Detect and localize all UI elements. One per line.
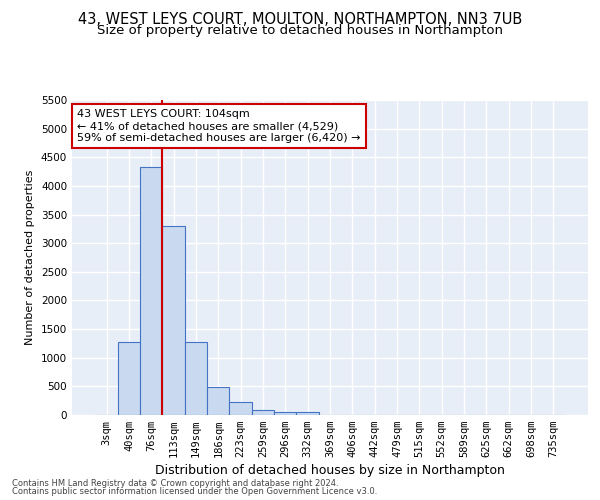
Bar	[274, 412, 296, 415]
Bar	[296, 412, 319, 415]
Text: Contains public sector information licensed under the Open Government Licence v3: Contains public sector information licen…	[12, 487, 377, 496]
Text: Contains HM Land Registry data © Crown copyright and database right 2024.: Contains HM Land Registry data © Crown c…	[12, 478, 338, 488]
X-axis label: Distribution of detached houses by size in Northampton: Distribution of detached houses by size …	[155, 464, 505, 477]
Text: 43 WEST LEYS COURT: 104sqm
← 41% of detached houses are smaller (4,529)
59% of s: 43 WEST LEYS COURT: 104sqm ← 41% of deta…	[77, 110, 361, 142]
Text: Size of property relative to detached houses in Northampton: Size of property relative to detached ho…	[97, 24, 503, 37]
Bar	[229, 402, 252, 415]
Bar	[185, 342, 207, 415]
Bar	[252, 410, 274, 415]
Bar	[118, 342, 140, 415]
Y-axis label: Number of detached properties: Number of detached properties	[25, 170, 35, 345]
Text: 43, WEST LEYS COURT, MOULTON, NORTHAMPTON, NN3 7UB: 43, WEST LEYS COURT, MOULTON, NORTHAMPTO…	[78, 12, 522, 28]
Bar	[163, 226, 185, 415]
Bar	[207, 387, 229, 415]
Bar	[140, 167, 163, 415]
